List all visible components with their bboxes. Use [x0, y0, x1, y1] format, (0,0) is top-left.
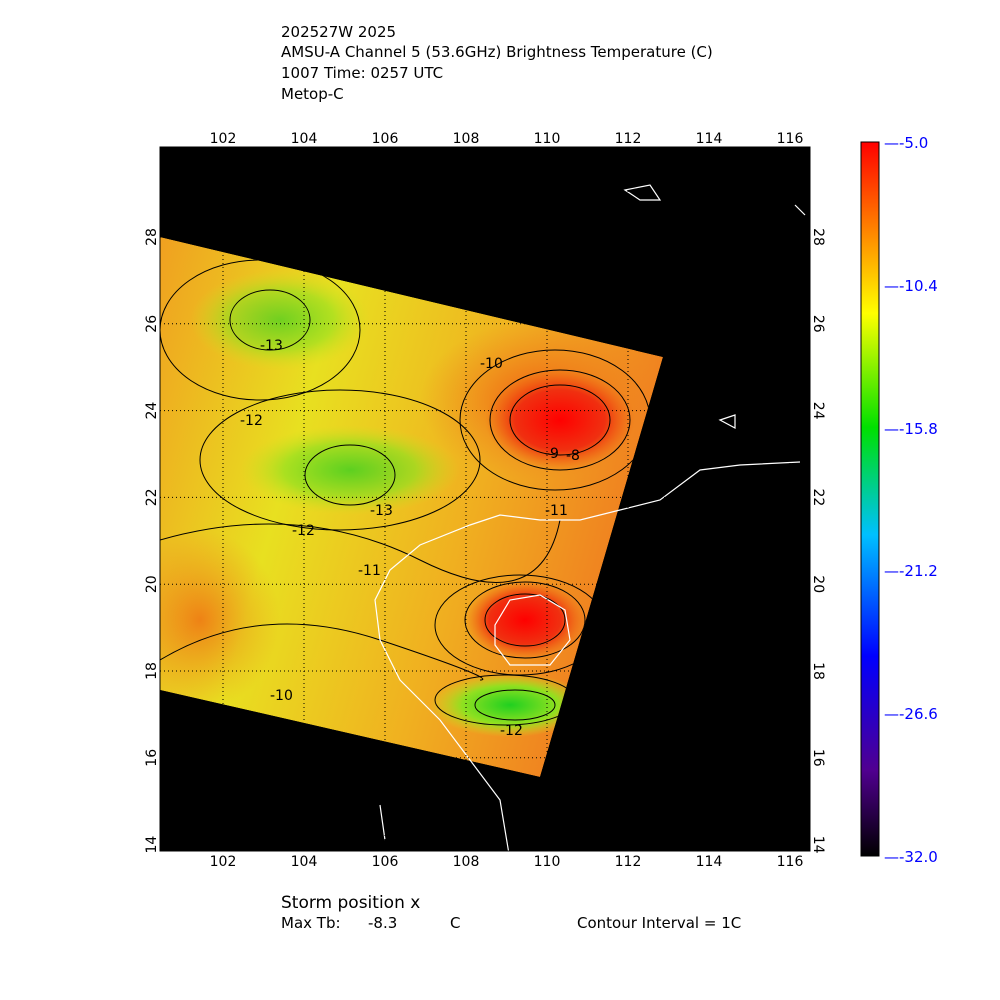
lon-tick-bottom: 112: [615, 854, 642, 870]
contour-label: -8: [566, 448, 580, 464]
lat-tick-right: 22: [810, 488, 826, 506]
contour-label: -9: [545, 446, 559, 462]
lat-tick-left: 16: [144, 749, 160, 767]
contour-label: -12: [500, 723, 523, 739]
contour-interval: Contour Interval = 1C: [577, 914, 742, 932]
colorbar-label: —-15.8: [884, 419, 938, 438]
colorbar-label: —-32.0: [884, 848, 938, 866]
lat-tick-right: 14: [810, 836, 826, 854]
lon-tick-bottom: 106: [372, 854, 399, 870]
lon-tick-top: 106: [372, 131, 399, 147]
lon-tick-top: 108: [453, 131, 480, 147]
contour-label: -11: [358, 563, 381, 579]
lat-tick-left: 18: [144, 662, 160, 680]
colorbar-label: —-26.6: [884, 705, 938, 724]
lon-tick-bottom: 110: [534, 854, 561, 870]
max-tb-unit: C: [450, 914, 461, 932]
lat-tick-left: 28: [144, 228, 160, 246]
colorbar-label: —-5.0: [884, 134, 929, 152]
lon-tick-bottom: 114: [696, 854, 723, 870]
max-tb-value: -8.3: [368, 914, 398, 932]
lat-tick-left: 24: [144, 402, 160, 420]
contour-label: -13: [370, 503, 393, 519]
axis-ticks: 102 102 104 104 106 106 108 108 110 110 112 112 114 1…: [144, 131, 826, 870]
lat-tick-right: 28: [810, 228, 826, 246]
lat-tick-right: 16: [810, 749, 826, 767]
storm-id: 202527W 2025: [281, 23, 397, 41]
contour-label: -12: [292, 523, 315, 539]
contour-label: -10: [270, 688, 293, 704]
storm-position: Storm position x: [281, 893, 421, 913]
lat-tick-right: 24: [810, 402, 826, 420]
product-title: AMSU-A Channel 5 (53.6GHz) Brightness Te…: [281, 43, 713, 61]
colorbar: [860, 141, 880, 857]
contour-label: -11: [545, 503, 568, 519]
lon-tick-top: 116: [777, 131, 804, 147]
lon-tick-top: 112: [615, 131, 642, 147]
lon-tick-bottom: 108: [453, 854, 480, 870]
colorbar-label: —-10.4: [884, 276, 938, 295]
lon-tick-top: 102: [210, 131, 237, 147]
lon-tick-top: 114: [696, 131, 723, 147]
lon-tick-top: 110: [534, 131, 561, 147]
contour-label: -10: [480, 356, 503, 372]
swath: [160, 237, 663, 777]
lat-tick-left: 26: [144, 315, 160, 333]
satellite-label: Metop-C: [281, 85, 344, 103]
lon-tick-bottom: 104: [291, 854, 318, 870]
lat-tick-right: 20: [810, 575, 826, 593]
lat-tick-left: 20: [144, 575, 160, 593]
lat-tick-right: 18: [810, 662, 826, 680]
contour-label: -13: [260, 338, 283, 354]
lat-tick-left: 22: [144, 488, 160, 506]
contour-labels: -13 -12 -10 -9 -8 -13 -12 -11 -11 -10 -12: [240, 338, 580, 739]
max-tb-label: Max Tb:: [281, 914, 341, 932]
colorbar-label: —-21.2: [884, 562, 938, 581]
grid: [160, 147, 810, 851]
coastline: [374, 184, 806, 851]
contour-label: -12: [240, 413, 263, 429]
lat-tick-left: 14: [144, 836, 160, 854]
plot-frame: [159, 146, 811, 852]
lon-tick-top: 104: [291, 131, 318, 147]
lat-tick-right: 26: [810, 315, 826, 333]
lon-tick-bottom: 116: [777, 854, 804, 870]
lon-tick-bottom: 102: [210, 854, 237, 870]
time-label: 1007 Time: 0257 UTC: [281, 64, 444, 82]
